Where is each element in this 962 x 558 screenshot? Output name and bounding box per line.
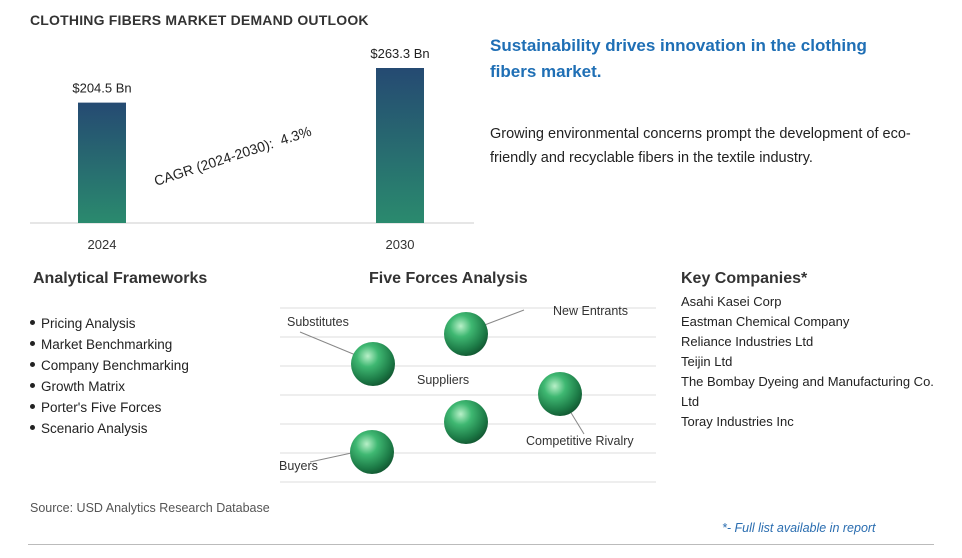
chart-title: CLOTHING FIBERS MARKET DEMAND OUTLOOK — [30, 12, 369, 28]
framework-item: Market Benchmarking — [30, 334, 189, 355]
cagr-label: CAGR (2024-2030): — [152, 135, 275, 189]
suppliers-label: Suppliers — [417, 373, 470, 387]
bullet-icon — [30, 424, 35, 430]
bullet-icon — [30, 403, 35, 409]
bar-chart: $204.5 Bn 2024 $263.3 Bn 2030 CAGR (2024-20… — [30, 46, 474, 252]
framework-item: Growth Matrix — [30, 376, 189, 397]
bullet-icon — [30, 382, 35, 388]
five-forces-diagram — [280, 307, 656, 483]
value-label-2030: $263.3 Bn — [370, 46, 429, 61]
five-forces-title: Five Forces Analysis — [369, 270, 528, 287]
new-entrants-sphere-icon — [444, 312, 488, 356]
key-companies-list: Asahi Kasei Corp Eastman Chemical Compan… — [681, 292, 941, 432]
framework-item: Scenario Analysis — [30, 418, 189, 439]
company-item: Eastman Chemical Company — [681, 314, 850, 329]
headline: Sustainability drives innovation in the … — [490, 36, 867, 81]
bottom-divider — [28, 544, 934, 545]
company-item: Teijin Ltd — [681, 354, 733, 369]
x-tick-label-2024: 2024 — [88, 237, 117, 252]
buyers-sphere-icon — [350, 430, 394, 474]
cagr-annotation: CAGR (2024-2030): 4.3% — [152, 123, 313, 189]
competitive-rivalry-label: Competitive Rivalry — [526, 434, 634, 448]
bar-2024 — [78, 102, 126, 223]
x-tick-label-2030: 2030 — [386, 237, 415, 252]
new-entrants-label: New Entrants — [553, 304, 629, 318]
source-note: Source: USD Analytics Research Database — [30, 501, 270, 515]
rivalry-sphere-icon — [538, 372, 582, 416]
framework-item: Porter's Five Forces — [30, 397, 189, 418]
footnote: *- Full list available in report — [722, 521, 876, 535]
company-item: Reliance Industries Ltd — [681, 334, 814, 349]
key-companies-title: Key Companies* — [681, 270, 808, 287]
bullet-icon — [30, 361, 35, 367]
value-label-2024: $204.5 Bn — [72, 81, 131, 96]
connector-buyers — [309, 451, 357, 463]
connector-new-entrants — [481, 309, 525, 327]
substitutes-sphere-icon — [351, 342, 395, 386]
bullet-icon — [30, 340, 35, 346]
company-item: Asahi Kasei Corp — [681, 294, 782, 309]
company-item: Toray Industries Inc — [681, 414, 794, 429]
framework-item: Company Benchmarking — [30, 355, 189, 376]
company-item: The Bombay Dyeing and Manufacturing Co. … — [681, 374, 934, 409]
description: Growing environmental concerns prompt th… — [490, 126, 911, 166]
suppliers-sphere-icon — [444, 400, 488, 444]
framework-item: Pricing Analysis — [30, 313, 189, 334]
connector-substitutes — [299, 331, 359, 357]
bullet-icon — [30, 319, 35, 325]
cagr-value: 4.3% — [278, 123, 313, 148]
bar-2030 — [376, 68, 424, 223]
substitutes-label: Substitutes — [287, 315, 349, 329]
analytical-frameworks-list: Pricing Analysis Market Benchmarking Com… — [30, 313, 189, 439]
buyers-label: Buyers — [279, 459, 318, 473]
analytical-frameworks-title: Analytical Frameworks — [33, 270, 208, 287]
